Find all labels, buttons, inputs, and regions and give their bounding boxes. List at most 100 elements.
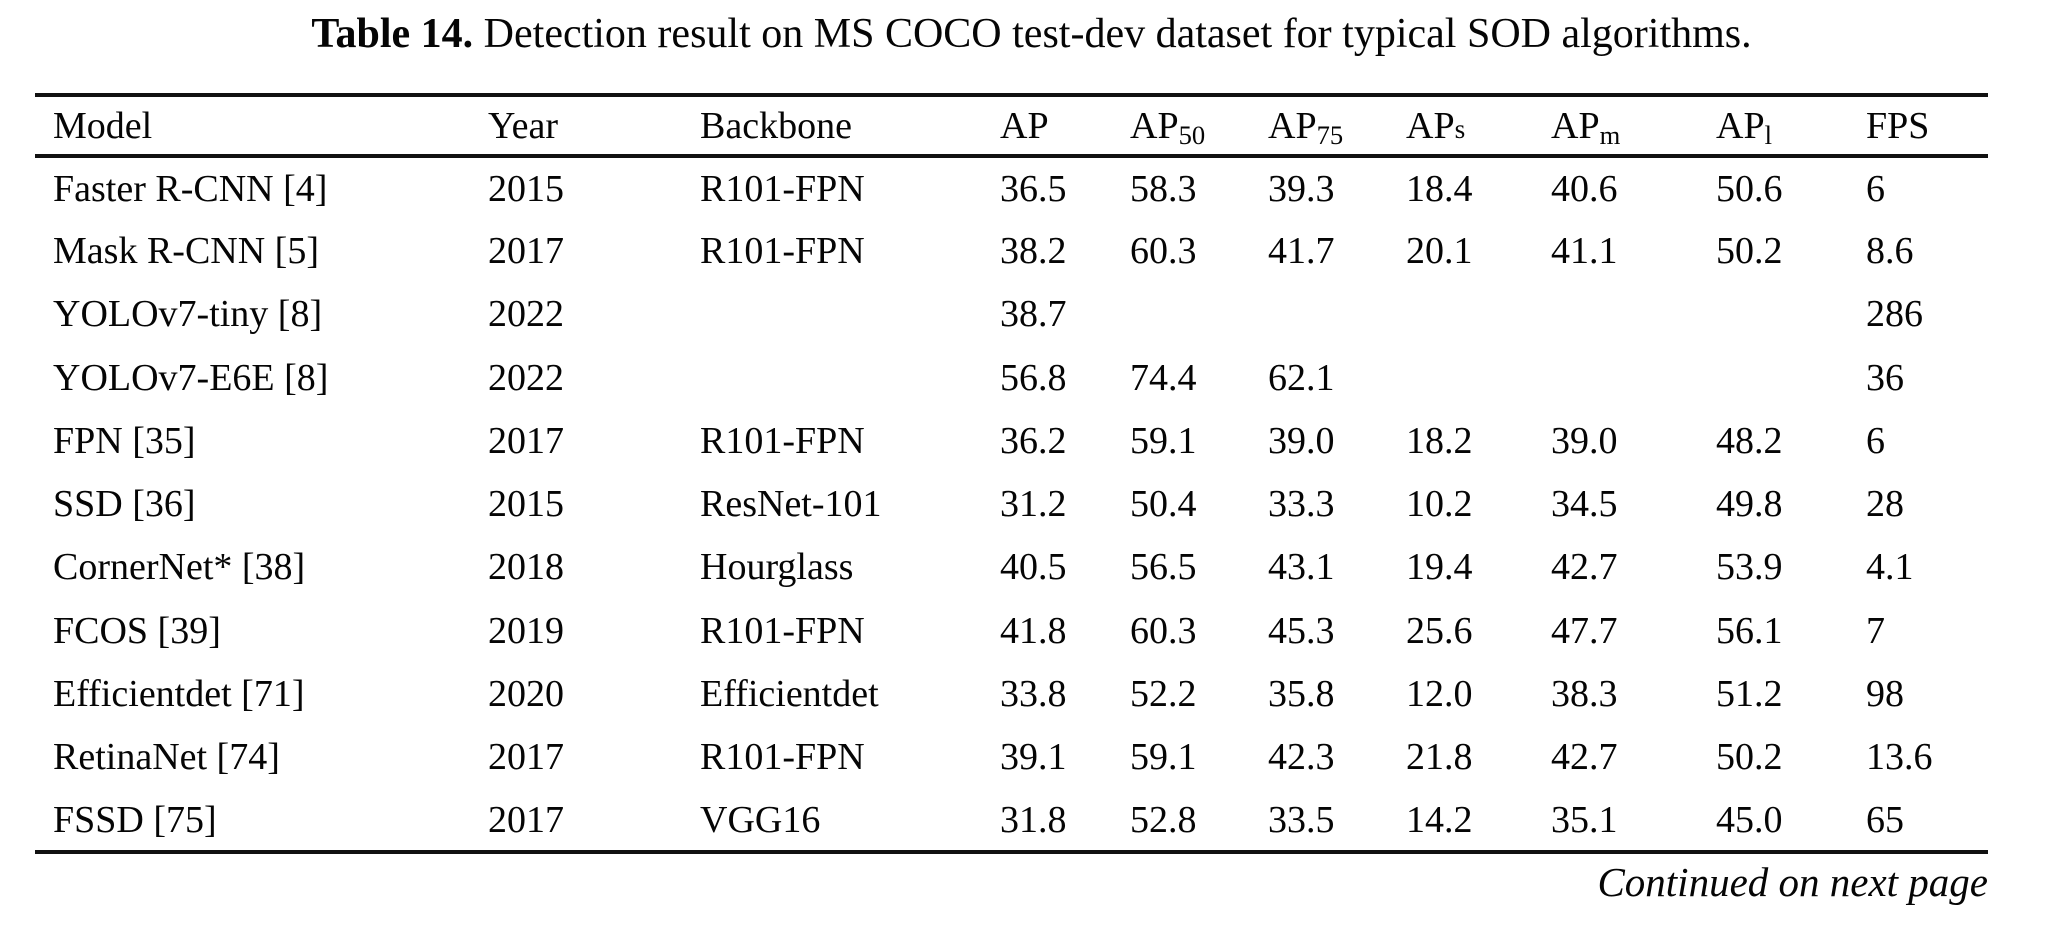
cell-ap75: 41.7 [1268,229,1335,272]
table-row: YOLOv7-E6E [8] 2022 56.8 74.4 62.1 36 [35,346,1988,409]
table-row: CornerNet* [38] 2018 Hourglass 40.5 56.5 43.1… [35,536,1988,599]
cell-ap75: 45.3 [1268,609,1335,652]
column-label: AP [1406,104,1455,147]
cell-year: 2020 [488,673,564,716]
column-header-aps: APs [1406,93,1551,158]
cell-fps: 36 [1866,356,1904,399]
column-label-subscript: s [1454,113,1466,144]
column-label: Model [53,104,153,147]
cell-ap75: 62.1 [1268,356,1335,399]
cell-ap: 38.7 [1000,293,1067,336]
cell-ap75 [1268,283,1406,346]
table-row: SSD [36] 2015 ResNet-101 31.2 50.4 33.3 10.2 34… [35,472,1988,535]
cell-apm [1551,283,1716,346]
column-header-fps: FPS [1866,93,1988,158]
cell-ap50: 74.4 [1130,356,1197,399]
table-row: FPN [35] 2017 R101-FPN 36.2 59.1 39.0 18.2 39.0… [35,409,1988,472]
cell-model: Efficientdet [71] [53,673,305,716]
cell-backbone: R101-FPN [700,167,865,210]
column-header-ap50: AP50 [1130,93,1268,158]
cell-year: 2015 [488,483,564,526]
cell-ap75: 43.1 [1268,546,1335,589]
cell-year: 2022 [488,356,564,399]
cell-aps: 18.2 [1406,419,1473,462]
header-row: Model Year Backbone AP AP50 AP75 APs APm APl FPS [35,93,1988,158]
cell-year: 2017 [488,788,700,855]
table-row: FCOS [39] 2019 R101-FPN 41.8 60.3 45.3 25.6 47.… [35,599,1988,662]
column-label: AP [1716,104,1765,147]
cell-apm: 40.6 [1551,167,1618,210]
column-header-apl: APl [1716,93,1866,158]
cell-fps: 65 [1866,788,1988,855]
cell-model: YOLOv7-tiny [8] [53,293,323,336]
cell-aps [1406,283,1551,346]
cell-ap50: 60.3 [1130,609,1197,652]
table-head: Model Year Backbone AP AP50 AP75 APs APm APl FPS [35,93,1988,158]
cell-apl: 50.2 [1716,229,1783,272]
cell-apm: 34.5 [1551,483,1618,526]
cell-model: SSD [36] [53,483,196,526]
cell-model: FSSD [75] [35,788,488,855]
cell-fps: 6 [1866,419,1885,462]
column-label: Backbone [700,104,852,147]
table-row: Faster R-CNN [4] 2015 R101-FPN 36.5 58.3 39.3… [35,156,1988,219]
cell-ap: 38.2 [1000,229,1067,272]
cell-apl: 50.6 [1716,167,1783,210]
cell-ap: 39.1 [1000,736,1067,779]
cell-ap: 36.5 [1000,167,1067,210]
cell-ap50: 52.2 [1130,673,1197,716]
cell-ap: 41.8 [1000,609,1067,652]
cell-apm: 35.1 [1551,788,1716,855]
cell-year: 2017 [488,736,564,779]
cell-ap: 56.8 [1000,356,1067,399]
cell-year: 2017 [488,419,564,462]
cell-apl: 45.0 [1716,788,1866,855]
column-header-year: Year [488,93,700,158]
table-caption-text: Detection result on MS COCO test-dev dat… [473,11,1752,57]
cell-aps: 20.1 [1406,229,1473,272]
column-label-subscript: 75 [1316,119,1344,150]
cell-fps: 98 [1866,673,1904,716]
cell-ap50: 60.3 [1130,229,1197,272]
cell-ap50 [1130,283,1268,346]
column-label-subscript: l [1764,119,1772,150]
column-label: Year [488,104,559,147]
cell-ap: 40.5 [1000,546,1067,589]
cell-model: FCOS [39] [53,609,221,652]
cell-ap50: 59.1 [1130,736,1197,779]
cell-fps: 7 [1866,609,1885,652]
cell-aps: 19.4 [1406,546,1473,589]
cell-apm: 41.1 [1551,229,1618,272]
cell-aps: 10.2 [1406,483,1473,526]
cell-ap: 33.8 [1000,673,1067,716]
cell-ap75: 33.3 [1268,483,1335,526]
column-label: AP [1551,104,1600,147]
cell-apm: 47.7 [1551,609,1618,652]
table-row: RetinaNet [74] 2017 R101-FPN 39.1 59.1 42.3 21… [35,726,1988,789]
cell-aps: 18.4 [1406,167,1473,210]
column-label: FPS [1866,104,1930,147]
cell-fps: 13.6 [1866,736,1933,779]
cell-backbone: R101-FPN [700,736,865,779]
cell-aps [1406,346,1551,409]
table-row: YOLOv7-tiny [8] 2022 38.7 286 [35,283,1988,346]
table-body: Faster R-CNN [4] 2015 R101-FPN 36.5 58.3 39.3… [35,156,1988,855]
cell-apm [1551,346,1716,409]
cell-ap75: 39.3 [1268,167,1335,210]
table-row: Efficientdet [71] 2020 Efficientdet 33.8 52.… [35,662,1988,725]
cell-ap50: 56.5 [1130,546,1197,589]
cell-apl: 53.9 [1716,546,1783,589]
cell-ap50: 58.3 [1130,167,1197,210]
cell-year: 2019 [488,609,564,652]
cell-model: YOLOv7-E6E [8] [53,356,329,399]
cell-model: Mask R-CNN [5] [53,229,319,272]
column-header-model: Model [35,93,488,158]
cell-backbone: VGG16 [700,788,1000,855]
results-table: Model Year Backbone AP AP50 AP75 APs APm APl FPS … [35,93,1988,855]
cell-apl: 48.2 [1716,419,1783,462]
cell-apm: 42.7 [1551,546,1618,589]
cell-ap50: 52.8 [1130,788,1268,855]
cell-apm: 42.7 [1551,736,1618,779]
cell-model: FPN [35] [53,419,196,462]
cell-backbone: R101-FPN [700,229,865,272]
